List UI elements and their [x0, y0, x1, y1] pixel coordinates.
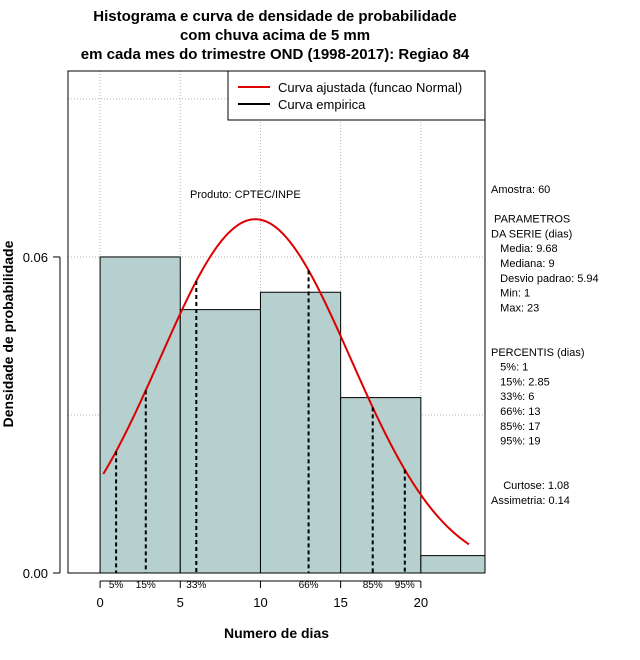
chart-title: Histograma e curva de densidade de proba…	[81, 8, 470, 63]
y-tick-label: 0.06	[23, 250, 48, 265]
percentile-label-3: 33%	[186, 580, 206, 591]
x-tick-label: 10	[253, 595, 267, 610]
product-annotation: Produto: CPTEC/INPE	[190, 189, 301, 201]
stats-line-18: 95%: 19	[491, 436, 541, 448]
y-axis: 0.00 0.06	[23, 250, 61, 581]
x-axis: 0 5 10 15 20	[96, 580, 428, 610]
stats-line-21: Curtose: 1.08	[491, 480, 569, 492]
legend-label-1: Curva ajustada (funcao Normal)	[278, 80, 462, 95]
normal-curve	[102, 218, 470, 546]
percentile-label-5: 85%	[363, 580, 383, 591]
title-line-3: em cada mes do trimestre OND (1998-2017)…	[81, 46, 470, 63]
stats-line-4: DA SERIE (dias)	[491, 228, 572, 240]
title-line-1: Histograma e curva de densidade de proba…	[93, 8, 456, 25]
x-tick-label: 0	[96, 595, 103, 610]
percentile-lines: 5% 15% 33% 66% 85% 95%	[109, 270, 415, 591]
stats-panel: Amostra: 60 PARAMETROS DA SERIE (dias) Me…	[491, 184, 599, 507]
stats-line-12: PERCENTIS (dias)	[491, 347, 585, 359]
stats-line-15: 33%: 6	[491, 391, 534, 403]
histogram-bar-1	[99, 256, 181, 574]
x-axis-label: Numero de dias	[224, 625, 329, 641]
normal-curve-line	[102, 218, 470, 546]
stats-line-16: 66%: 13	[491, 406, 541, 418]
histogram-bar-5	[420, 555, 486, 574]
stats-line-22: Assimetria: 0.14	[491, 495, 570, 507]
histogram-bars	[99, 256, 486, 574]
histogram-bar-2	[179, 309, 261, 574]
stats-line-7: Desvio padrao: 5.94	[491, 273, 599, 285]
stats-line-5: Media: 9.68	[491, 243, 558, 255]
percentile-label-2: 15%	[136, 580, 156, 591]
percentile-label-1: 5%	[109, 580, 124, 591]
legend: Curva ajustada (funcao Normal) Curva empi…	[227, 70, 486, 121]
y-tick-label: 0.00	[23, 566, 48, 581]
stats-line-13: 5%: 1	[491, 362, 528, 374]
stats-line-14: 15%: 2.85	[491, 376, 550, 388]
stats-line-8: Min: 1	[491, 288, 530, 300]
legend-box	[227, 70, 486, 121]
histogram-bar-4	[340, 397, 422, 574]
stats-line-1: Amostra: 60	[491, 184, 550, 196]
stats-line-3: PARAMETROS	[491, 214, 570, 226]
x-tick-label: 15	[333, 595, 347, 610]
percentile-label-6: 95%	[395, 580, 415, 591]
y-axis-label: Densidade de probabilidade	[0, 240, 16, 427]
stats-line-17: 85%: 17	[491, 421, 541, 433]
stats-line-9: Max: 23	[491, 302, 539, 314]
title-line-2: com chuva acima de 5 mm	[180, 27, 370, 44]
percentile-label-4: 66%	[299, 580, 319, 591]
stats-line-6: Mediana: 9	[491, 258, 555, 270]
x-tick-label: 20	[414, 595, 428, 610]
histogram-bar-3	[259, 291, 342, 574]
legend-label-2: Curva empirica	[278, 97, 366, 112]
x-tick-label: 5	[177, 595, 184, 610]
